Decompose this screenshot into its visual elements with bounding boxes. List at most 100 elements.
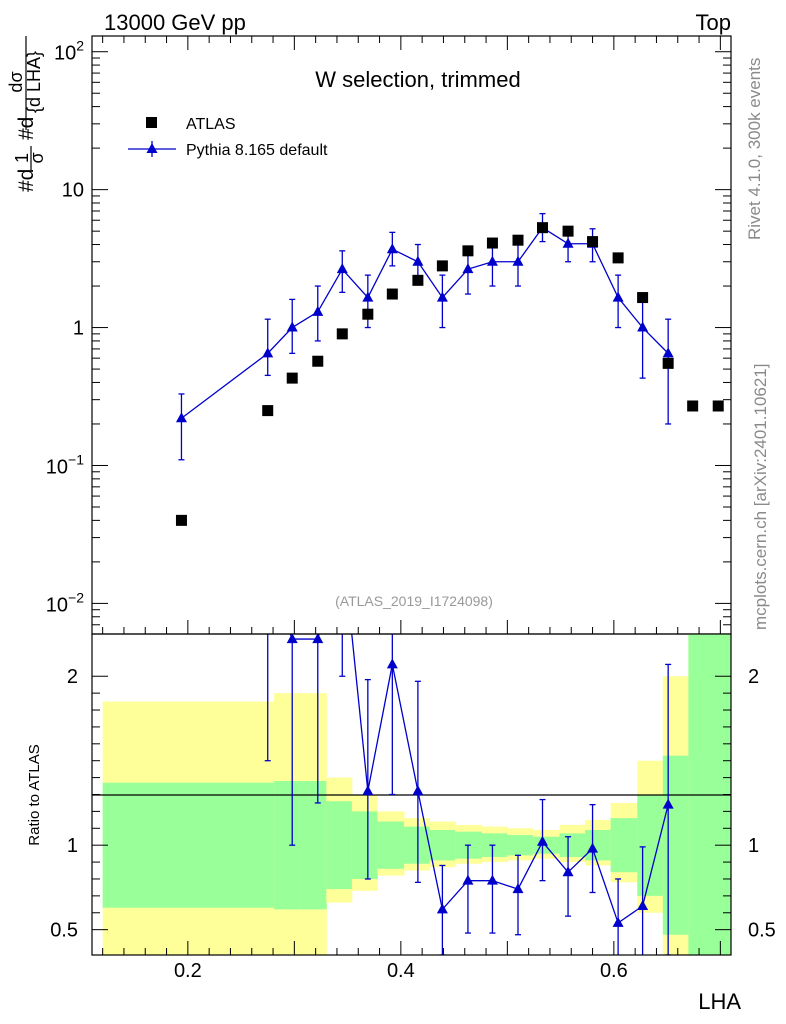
y-tick-label-2: 1 [73,318,84,340]
mcplots-source-label: mcplots.cern.ch [arXiv:2401.10621] [751,364,770,630]
ratio-y-tick-label-right-0: 0.5 [748,920,776,942]
band-inner-bin [351,811,378,879]
ratio-y-tick-label-right-1: 1 [748,835,759,857]
ratio-point [637,900,649,911]
atlas-point [612,252,624,264]
x-tick-label-2: 0.6 [600,960,628,982]
atlas-point [536,222,548,234]
atlas-point [486,237,498,249]
ratio-point [362,785,374,796]
band-inner-bin [637,794,664,896]
main-y-tick-labels: 10−2 10−1 1 10 102 [46,38,84,617]
band-inner-bin [585,829,612,861]
ratio-point [286,634,298,644]
band-inner-bin [404,826,431,864]
band-inner-bin [559,833,586,858]
band-inner-bin [274,780,301,910]
ratio-point [312,634,324,644]
pythia-point [386,243,398,254]
ratio-point [486,874,498,885]
y-tick-label-0: 10−2 [46,589,84,616]
pythia-point [462,263,474,274]
ratio-y-tick-label-left-2: 2 [67,666,78,688]
legend-atlas-marker [146,117,157,128]
pythia-point [637,321,649,332]
main-y-ticks [92,51,731,635]
ratio-point [386,658,398,669]
analysis-label: (ATLAS_2019_I1724098) [335,593,493,609]
pythia-point [286,321,298,332]
main-panel: 10−2 10−1 1 10 102 W selection, trimmed (ATL… [6,35,732,635]
ratio-ticks [92,675,731,955]
atlas-point [386,288,398,300]
ratio-point [512,883,524,894]
pythia-point [562,237,574,248]
ratio-point [612,916,624,927]
main-y-axis-label: #d 1 σ #d dσ {d LHA} [6,36,47,192]
pythia-line [181,226,669,419]
ratio-tick-labels: 0.2 0.4 0.6 0.5 0.5 1 1 2 2 [50,666,776,982]
atlas-point [362,308,374,320]
header-process-label: Top [696,10,731,35]
atlas-point [436,260,448,272]
ylabel-frac2-den: {d LHA} [24,51,44,113]
atlas-point [175,514,187,526]
ylabel-d1: #d [15,169,38,192]
ratio-series [264,634,674,955]
legend-atlas-label: ATLAS [186,116,236,133]
band-inner-bin [507,835,534,856]
x-tick-label-0: 0.2 [174,960,202,982]
ylabel-frac1-den: σ [27,152,47,163]
band-inner-bin [299,780,327,910]
atlas-point [412,274,424,286]
pythia-point [662,347,674,358]
y-tick-label-3: 10 [62,180,84,202]
legend-pythia-label: Pythia 8.165 default [186,142,328,159]
y-tick-label-4: 102 [54,38,84,65]
ratio-y-tick-label-right-2: 2 [748,666,759,688]
pythia-point [412,255,424,266]
band-inner-bin [247,782,275,908]
pythia-point [312,305,324,316]
band-inner-bin [326,801,353,890]
band-inner-bin [429,829,456,861]
atlas-point [462,245,474,257]
plot-title: W selection, trimmed [315,67,520,92]
atlas-point [662,357,674,369]
ratio-point [662,798,674,809]
ylabel-frac1-num: 1 [12,153,32,163]
atlas-point [512,234,524,246]
atlas-point [712,400,724,412]
pythia-point [612,291,624,302]
atlas-point [286,372,298,384]
x-tick-label-1: 0.4 [387,960,415,982]
ratio-uncertainty-bands [102,634,732,955]
header-energy-label: 13000 GeV pp [104,10,246,35]
legend: ATLAS Pythia 8.165 default [128,116,328,159]
atlas-point [637,292,649,304]
ylabel-frac2-num: dσ [6,71,26,92]
ratio-point [562,866,574,877]
band-inner-bin [102,782,248,908]
pythia-point [336,263,348,274]
x-axis-label: LHA [698,989,741,1014]
ratio-y-tick-label-left-0: 0.5 [50,920,78,942]
rivet-version-label: Rivet 4.1.0, 300k events [745,58,764,240]
atlas-point [336,328,348,340]
pythia-point [486,255,498,266]
atlas-point [562,225,574,237]
ratio-panel: 0.2 0.4 0.6 0.5 0.5 1 1 2 2 Ratio to ATLAS LHA [26,633,776,1014]
ratio-point [436,903,448,914]
ratio-point [536,835,548,846]
band-inner-bin [610,818,638,873]
atlas-point [587,236,599,248]
y-tick-label-1: 10−1 [46,451,84,478]
ratio-y-axis-label: Ratio to ATLAS [26,744,43,845]
band-inner-bin [662,755,689,935]
ratio-line [289,634,669,924]
ratio-y-tick-label-left-1: 1 [67,835,78,857]
ratio-point [412,785,424,796]
pythia-point [512,255,524,266]
ratio-frame [91,633,732,956]
